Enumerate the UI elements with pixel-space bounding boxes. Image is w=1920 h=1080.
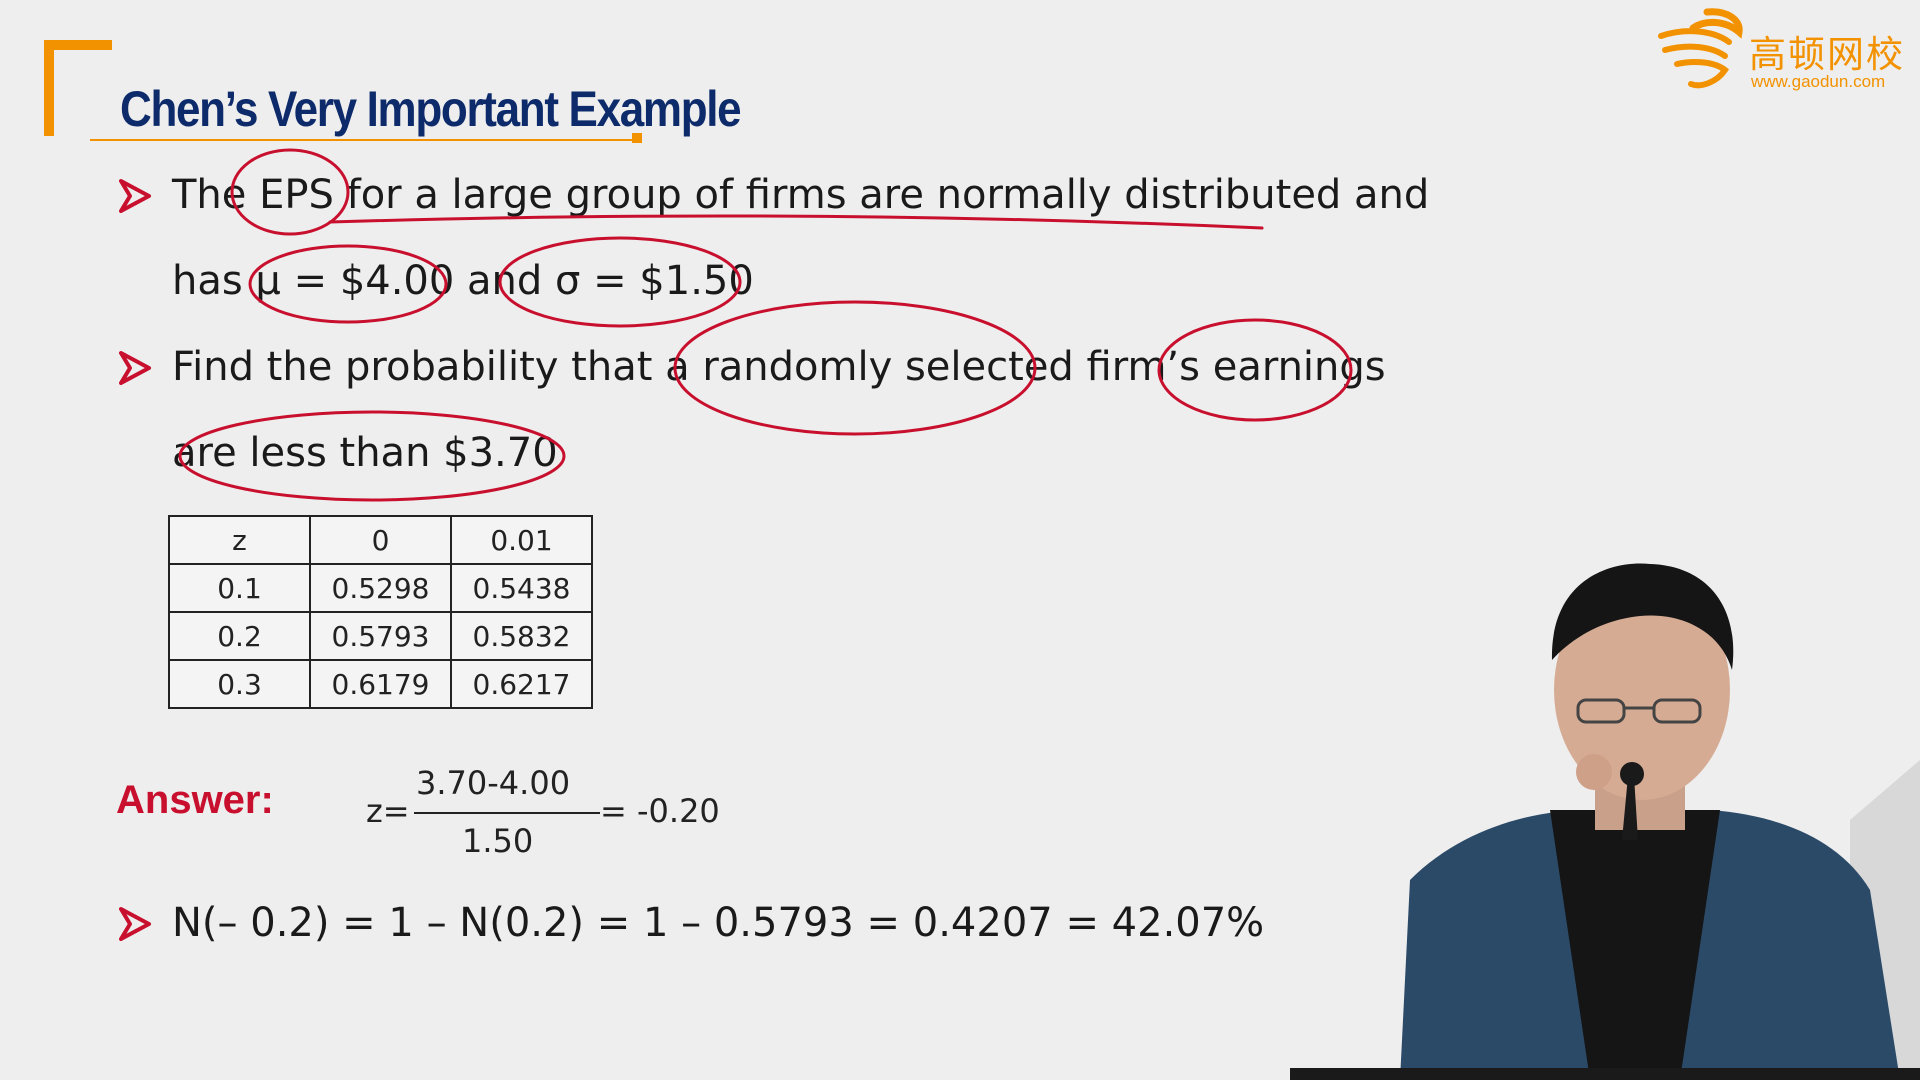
table-header-cell: 0 (309, 515, 452, 565)
table-header-cell: 0.01 (450, 515, 593, 565)
title-bracket-decoration (44, 40, 112, 136)
formula-z-prefix: z= (366, 792, 410, 830)
table-cell: 0.5438 (450, 563, 593, 613)
bullet-2-line-1: Find the probability that a randomly sel… (172, 344, 1386, 390)
table-cell: 0.1 (168, 563, 311, 613)
bullet-1-line-1: The EPS for a large group of firms are n… (172, 172, 1430, 218)
table-row: 0.3 0.6179 0.6217 (168, 659, 593, 709)
table-cell: 0.3 (168, 659, 311, 709)
formula-numerator: 3.70-4.00 (416, 764, 571, 802)
bullet-arrow-icon (119, 907, 151, 941)
title-underline (90, 139, 640, 141)
bullet-arrow-icon (119, 351, 151, 385)
table-header-cell: z (168, 515, 311, 565)
logo-chinese-name: 高顿网校 (1749, 33, 1905, 76)
table-cell: 0.6217 (450, 659, 593, 709)
formula-denominator: 1.50 (462, 822, 534, 860)
bullet-arrow-icon (119, 179, 151, 213)
table-row: 0.1 0.5298 0.5438 (168, 563, 593, 613)
fraction-bar (414, 812, 600, 814)
answer-label: Answer: (116, 778, 274, 822)
presenter-video (1400, 563, 1920, 1080)
table-cell: 0.6179 (309, 659, 452, 709)
formula-result: = -0.20 (600, 792, 720, 830)
bullet-1-line-2: has μ = $4.00 and σ = $1.50 (172, 258, 754, 304)
table-row: 0.2 0.5793 0.5832 (168, 611, 593, 661)
gaodun-logo: 高顿网校 www.gaodun.com (1655, 6, 1915, 92)
z-table: z 0 0.01 0.1 0.5298 0.5438 0.2 0.5793 0.… (168, 515, 593, 709)
table-cell: 0.5832 (450, 611, 593, 661)
table-header-row: z 0 0.01 (168, 515, 593, 565)
conclusion-line: N(– 0.2) = 1 – N(0.2) = 1 – 0.5793 = 0.4… (172, 900, 1265, 946)
table-cell: 0.2 (168, 611, 311, 661)
slide-title: Chen’s Very Important Example (120, 81, 742, 137)
title-underline-dot (632, 133, 642, 143)
table-cell: 0.5298 (309, 563, 452, 613)
podium-edge (1290, 1068, 1920, 1080)
gaodun-swirl-icon (1658, 8, 1743, 89)
logo-url: www.gaodun.com (1751, 72, 1886, 91)
bullet-2-line-2: are less than $3.70 (172, 430, 558, 476)
table-cell: 0.5793 (309, 611, 452, 661)
